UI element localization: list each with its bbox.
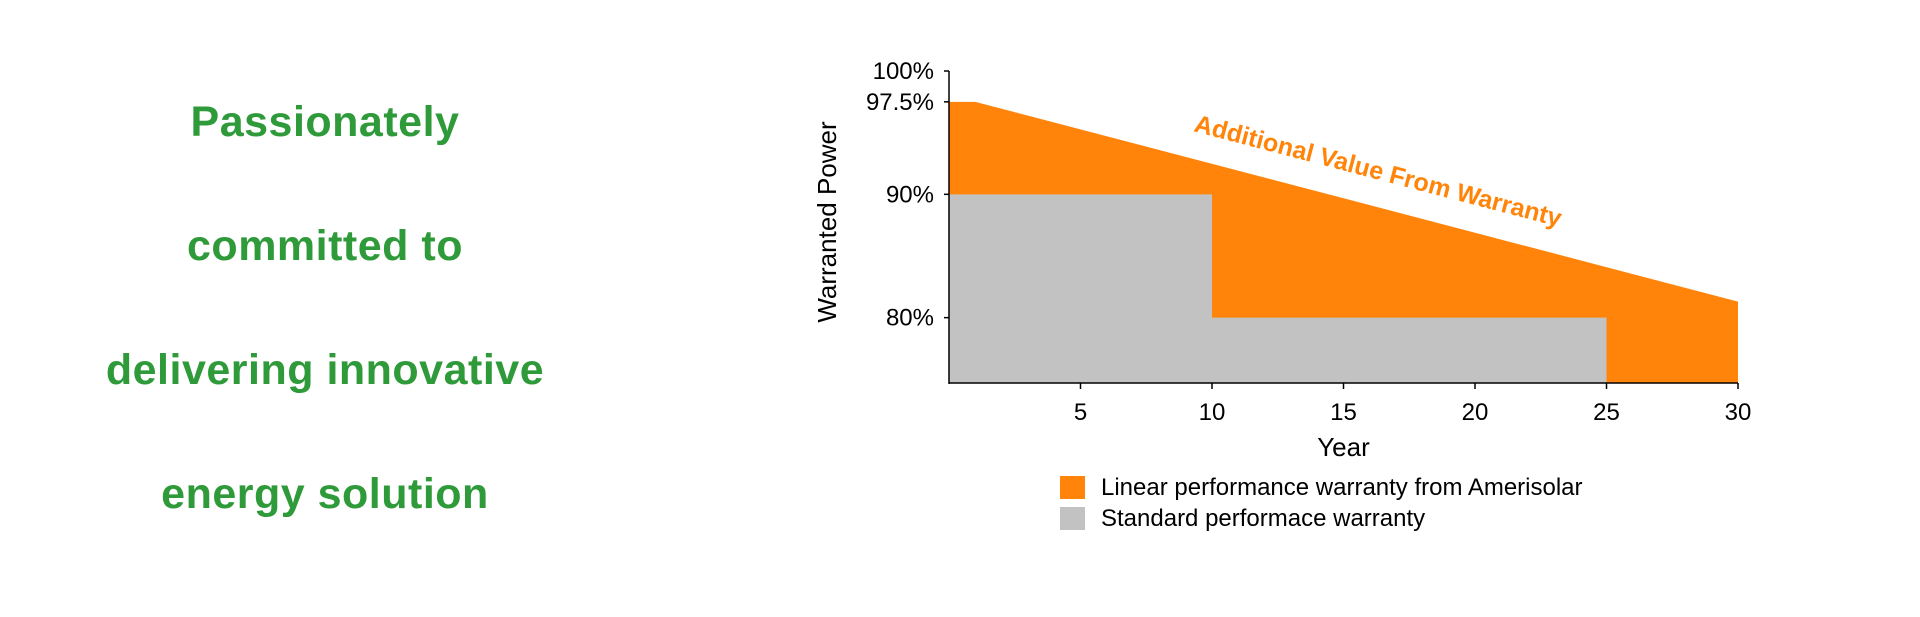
tagline-line-2: committed to	[187, 222, 463, 270]
x-tick-label-2: 15	[1330, 399, 1357, 426]
tagline-line-3: delivering innovative	[105, 346, 545, 394]
x-tick-label-3: 20	[1462, 399, 1489, 426]
x-tick-label-1: 10	[1199, 399, 1226, 426]
y-tick-label-1: 97.5%	[866, 89, 934, 116]
x-tick-label-0: 5	[1074, 399, 1087, 426]
tagline-line-1: Passionately	[190, 98, 460, 146]
y-tick-label-0: 100%	[873, 58, 934, 85]
x-tick-label-5: 30	[1725, 399, 1752, 426]
legend-label-1: Standard performace warranty	[1101, 505, 1425, 532]
tagline-line-4: energy solution	[161, 470, 489, 518]
y-tick-label-2: 90%	[886, 181, 934, 208]
legend-swatch-0	[1060, 476, 1085, 499]
x-axis-title: Year	[1317, 432, 1370, 462]
y-axis-title: Warranted Power	[812, 121, 842, 323]
legend: Linear performance warranty from Ameriso…	[1060, 474, 1583, 532]
x-tick-label-4: 25	[1593, 399, 1620, 426]
y-tick-label-3: 80%	[886, 305, 934, 332]
tagline: Passionately committed to delivering inn…	[45, 60, 605, 556]
legend-label-0: Linear performance warranty from Ameriso…	[1101, 474, 1583, 501]
legend-swatch-1	[1060, 507, 1085, 530]
series-standard-warranty-area	[949, 194, 1607, 383]
